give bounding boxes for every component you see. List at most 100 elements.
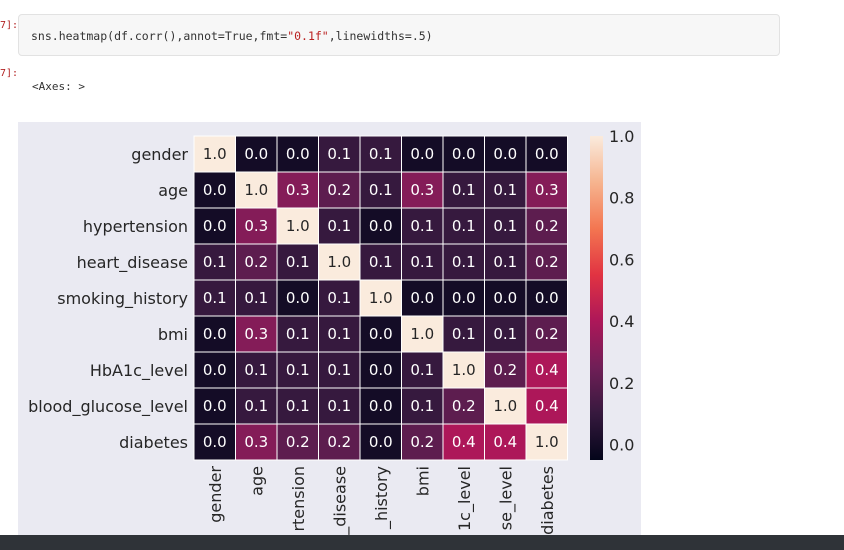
heatmap-cell-label: 0.1 (327, 397, 351, 415)
heatmap-cell-label: 0.0 (203, 325, 227, 343)
heatmap-cell-label: 0.1 (493, 325, 517, 343)
heatmap-cell (401, 387, 444, 425)
heatmap-cell-label: 0.1 (410, 361, 434, 379)
x-tick-label: gender (206, 466, 225, 523)
heatmap-cell-label: 1.0 (493, 397, 517, 415)
heatmap-cell (235, 423, 278, 461)
heatmap-cell-label: 1.0 (369, 289, 393, 307)
heatmap-cell (359, 351, 402, 389)
heatmap-cell-label: 1.0 (410, 325, 434, 343)
heatmap-cell (318, 243, 361, 281)
heatmap-cell-label: 1.0 (286, 217, 310, 235)
heatmap-cell (401, 279, 444, 317)
heatmap-cell-label: 1.0 (203, 145, 227, 163)
heatmap-cell-label: 0.2 (286, 433, 310, 451)
heatmap-cell-label: 0.0 (410, 145, 434, 163)
heatmap-cell (193, 279, 236, 317)
heatmap-cell-label: 0.0 (410, 289, 434, 307)
y-tick-label: blood_glucose_level (28, 397, 188, 417)
heatmap-cell-label: 0.0 (203, 361, 227, 379)
heatmap-cell-label: 0.1 (327, 361, 351, 379)
heatmap-cell (484, 135, 527, 173)
heatmap-cell-label: 0.1 (327, 217, 351, 235)
heatmap-cell-label: 0.3 (244, 325, 268, 343)
heatmap-cell-label: 0.1 (327, 145, 351, 163)
heatmap-cell (525, 315, 568, 353)
colorbar-tick-label: 0.6 (609, 250, 634, 269)
heatmap-cell-label: 0.0 (369, 325, 393, 343)
heatmap-cell-label: 0.1 (327, 325, 351, 343)
heatmap-cell-label: 0.1 (452, 217, 476, 235)
heatmap-cell-label: 0.2 (535, 217, 559, 235)
heatmap-cell-label: 0.0 (452, 145, 476, 163)
x-tick-label: _disease (330, 466, 350, 535)
heatmap-cell (193, 387, 236, 425)
heatmap-cell-label: 0.0 (286, 145, 310, 163)
heatmap-cell-label: 0.3 (244, 433, 268, 451)
heatmap-cell (442, 171, 485, 209)
x-tick-label: age (247, 466, 266, 496)
x-tick-label: diabetes (538, 466, 557, 535)
heatmap-cell-label: 0.0 (452, 289, 476, 307)
code-string: "0.1f" (287, 29, 329, 43)
heatmap-cell-label: 0.1 (369, 253, 393, 271)
bottom-scrollbar[interactable] (0, 535, 844, 550)
heatmap-cell (193, 243, 236, 281)
heatmap-cell (276, 315, 319, 353)
heatmap-cell-label: 1.0 (452, 361, 476, 379)
heatmap-cell (235, 135, 278, 173)
heatmap-cell (193, 171, 236, 209)
heatmap-cell (442, 387, 485, 425)
x-tick-label: se_level (496, 466, 516, 530)
heatmap-cell (525, 207, 568, 245)
heatmap-cell-label: 0.4 (452, 433, 476, 451)
heatmap-cell (276, 207, 319, 245)
heatmap-cell (276, 171, 319, 209)
code-suffix: ,linewidths=.5) (328, 29, 433, 43)
colorbar-tick-label: 0.0 (609, 436, 634, 455)
heatmap-cell (525, 423, 568, 461)
heatmap-cell (484, 171, 527, 209)
heatmap-cell-label: 0.1 (286, 325, 310, 343)
heatmap-cell-label: 0.3 (286, 181, 310, 199)
heatmap-cell-label: 0.2 (535, 325, 559, 343)
heatmap-cell-label: 0.1 (286, 253, 310, 271)
heatmap-cell-label: 0.1 (493, 253, 517, 271)
code-text[interactable]: sns.heatmap(df.corr(),annot=True,fmt="0.… (31, 29, 433, 43)
heatmap-cell (318, 279, 361, 317)
y-tick-label: bmi (158, 325, 188, 344)
heatmap-cell-label: 0.0 (369, 433, 393, 451)
heatmap-cell (235, 243, 278, 281)
y-tick-label: diabetes (119, 433, 188, 452)
heatmap-cell-label: 0.1 (410, 397, 434, 415)
heatmap-cell (401, 135, 444, 173)
heatmap-cell-label: 0.2 (452, 397, 476, 415)
heatmap-cell-label: 0.1 (244, 397, 268, 415)
heatmap-cell-label: 0.0 (203, 217, 227, 235)
heatmap-cell-label: 0.1 (327, 289, 351, 307)
heatmap-cell (318, 423, 361, 461)
heatmap-cell-label: 0.1 (493, 217, 517, 235)
y-tick-label: HbA1c_level (90, 361, 188, 381)
colorbar-tick-label: 0.4 (609, 312, 634, 331)
colorbar-tick-label: 1.0 (609, 127, 634, 146)
heatmap-cell (359, 315, 402, 353)
heatmap-cell-label: 0.0 (244, 145, 268, 163)
heatmap-cell (525, 243, 568, 281)
heatmap-cell (359, 171, 402, 209)
code-cell[interactable]: sns.heatmap(df.corr(),annot=True,fmt="0.… (18, 14, 780, 56)
heatmap-cell (525, 279, 568, 317)
output-prompt: 7]: (0, 68, 19, 79)
code-prefix: sns.heatmap(df.corr(),annot=True,fmt= (31, 29, 288, 43)
y-tick-label: age (158, 181, 188, 200)
heatmap-cell-label: 0.1 (203, 253, 227, 271)
heatmap-cell-label: 0.2 (327, 181, 351, 199)
heatmap-cell-label: 0.4 (535, 361, 559, 379)
heatmap-cell (193, 423, 236, 461)
heatmap-cell-label: 0.4 (493, 433, 517, 451)
heatmap-cell-label: 0.0 (535, 145, 559, 163)
heatmap-cell-label: 0.0 (203, 397, 227, 415)
output-text: <Axes: > (32, 80, 85, 93)
heatmap-cell-label: 0.0 (286, 289, 310, 307)
y-tick-label: gender (131, 145, 188, 164)
